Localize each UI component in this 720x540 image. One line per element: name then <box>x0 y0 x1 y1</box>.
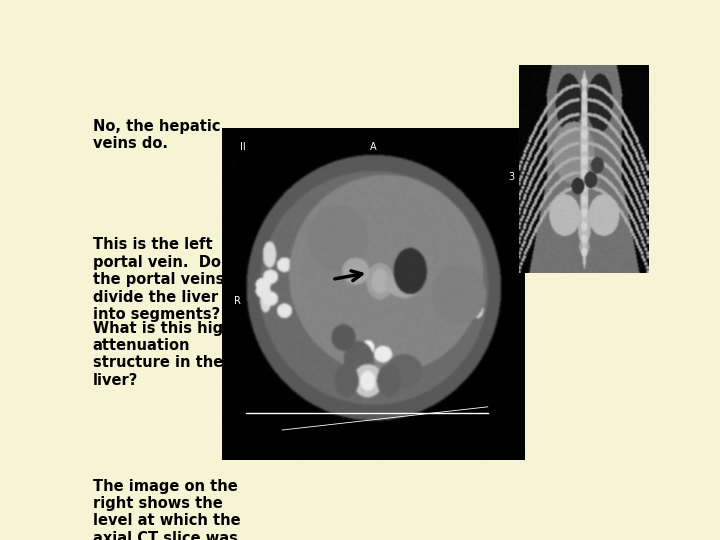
Text: R: R <box>234 296 240 306</box>
Text: The image on the
right shows the
level at which the
axial CT slice was
taken.: The image on the right shows the level a… <box>93 478 240 540</box>
Text: A: A <box>369 142 376 152</box>
Text: No, the hepatic
veins do.: No, the hepatic veins do. <box>93 119 220 151</box>
Text: What is this high
attenuation
structure in the
liver?: What is this high attenuation structure … <box>93 321 233 388</box>
Text: II: II <box>240 142 246 152</box>
Text: This is the left
portal vein.  Do
the portal veins
divide the liver
into segment: This is the left portal vein. Do the por… <box>93 238 224 322</box>
Text: 3: 3 <box>509 172 515 182</box>
